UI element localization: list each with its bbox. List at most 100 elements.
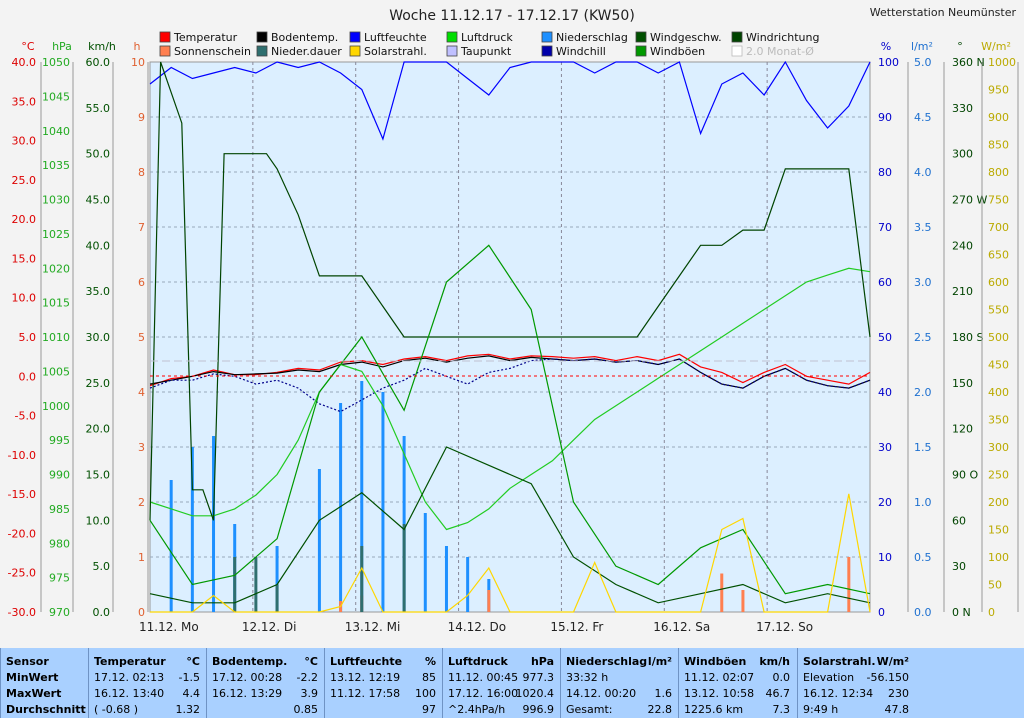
- x-tick-label: 13.12. Mi: [345, 620, 401, 634]
- axis-tick-rain_lm2: 1.0: [914, 496, 932, 509]
- legend-item: Windgeschw.: [635, 31, 722, 44]
- axis-tick-wind_kmh: 5.0: [93, 560, 111, 573]
- axis-tick-rain_lm2: 0.5: [914, 551, 932, 564]
- axis-tick-solar_wm2: 900: [988, 111, 1009, 124]
- axis-tick-solar_wm2: 50: [988, 579, 1002, 592]
- axis-tick-wind_kmh: 45.0: [86, 194, 111, 207]
- stats-cell: °C: [186, 655, 200, 668]
- stats-column: [206, 648, 325, 718]
- bar-sonnenschein: [720, 573, 724, 612]
- legend-swatch: [349, 31, 361, 43]
- stats-cell: Gesamt:: [566, 703, 613, 716]
- stats-cell: 1225.6 km: [684, 703, 744, 716]
- axis-tick-wind_dir_deg: 240: [952, 239, 973, 252]
- stats-cell: 1.32: [175, 703, 201, 716]
- bar-niederschlag: [423, 513, 427, 612]
- stats-cell: 11.12. 02:07: [684, 671, 755, 684]
- stats-cell: Luftfeuchte: [330, 655, 403, 668]
- axis-tick-sun_h: 7: [138, 221, 145, 234]
- stats-cell: 47.8: [884, 703, 910, 716]
- axis-label-wind_kmh: km/h: [88, 40, 116, 53]
- stats-cell: 22.8: [647, 703, 673, 716]
- bar-nieder-dauer: [360, 546, 364, 612]
- axis-tick-temp_c: 30.0: [12, 135, 37, 148]
- stats-cell: 977.3: [522, 671, 555, 684]
- axis-label-temp_c: °C: [21, 40, 35, 53]
- legend-item: Luftdruck: [446, 31, 513, 44]
- axis-tick-wind_kmh: 0.0: [93, 606, 111, 619]
- axis-tick-pressure_hpa: 1050: [42, 56, 70, 69]
- bar-nieder-dauer: [275, 584, 279, 612]
- axis-tick-wind_kmh: 35.0: [86, 285, 111, 298]
- axis-tick-rain_lm2: 3.5: [914, 221, 932, 234]
- axis-tick-sun_h: 10: [131, 56, 145, 69]
- legend-swatch: [635, 31, 647, 43]
- stats-cell: -1.5: [178, 671, 200, 684]
- bar-niederschlag: [466, 557, 470, 612]
- axis-tick-solar_wm2: 800: [988, 166, 1009, 179]
- stats-cell: Solarstrahl.: [803, 655, 876, 668]
- stats-cell: Luftdruck: [448, 655, 508, 668]
- stats-cell: 9:49 h: [803, 703, 839, 716]
- stats-cell: Sensor: [6, 655, 49, 668]
- axis-tick-pressure_hpa: 1025: [42, 228, 70, 241]
- axis-tick-pressure_hpa: 1030: [42, 194, 70, 207]
- stats-cell: Elevation: [803, 671, 855, 684]
- stats-cell: 97: [422, 703, 436, 716]
- axis-tick-sun_h: 3: [138, 441, 145, 454]
- axis-tick-wind_dir_deg: 180 S: [952, 331, 983, 344]
- axis-tick-humidity_pct: 40: [878, 386, 892, 399]
- axis-tick-temp_c: -30.0: [8, 606, 36, 619]
- axis-tick-wind_kmh: 10.0: [86, 514, 111, 527]
- series-luftdruck: [149, 267, 871, 531]
- axis-tick-rain_lm2: 2.5: [914, 331, 932, 344]
- x-tick-label: 16.12. Sa: [653, 620, 710, 634]
- legend-swatch: [731, 31, 743, 43]
- stats-cell: 17.12. 16:00: [448, 687, 519, 700]
- statistics-table: Sensor Temperatur °C Bodentemp. °C Luftfeucht…: [0, 648, 1024, 718]
- legend-label: Windböen: [650, 45, 705, 58]
- bar-niederschlag: [360, 381, 364, 612]
- axis-tick-sun_h: 9: [138, 111, 145, 124]
- legend-item: Sonnenschein: [159, 45, 251, 58]
- axis-tick-pressure_hpa: 980: [49, 537, 70, 550]
- axis-tick-humidity_pct: 100: [878, 56, 899, 69]
- axis-tick-pressure_hpa: 1035: [42, 159, 70, 172]
- stats-cell: 13.12. 12:19: [330, 671, 401, 684]
- stats-cell: 1020.4: [515, 687, 555, 700]
- x-axis-labels: 11.12. Mo 12.12. Di 13.12. Mi 14.12. Do 15.1…: [139, 620, 813, 634]
- axis-tick-solar_wm2: 450: [988, 359, 1009, 372]
- axis-tick-temp_c: -20.0: [8, 527, 36, 540]
- legend-item: Temperatur: [159, 31, 238, 44]
- stats-column: [678, 648, 798, 718]
- axis-label-wind_dir_deg: °: [957, 40, 963, 53]
- axis-tick-solar_wm2: 400: [988, 386, 1009, 399]
- axis-tick-solar_wm2: 100: [988, 551, 1009, 564]
- x-tick-label: 14.12. Do: [448, 620, 507, 634]
- legend-item: Windrichtung: [731, 31, 819, 44]
- axis-tick-pressure_hpa: 1010: [42, 331, 70, 344]
- bar-niederschlag: [190, 447, 194, 612]
- stats-cell: Windböen: [684, 655, 747, 668]
- stats-cell: 230: [888, 687, 909, 700]
- series-solarstrahl-: [150, 493, 871, 613]
- legend-label: Windgeschw.: [650, 31, 722, 44]
- stats-cell: ( -0.68 ): [94, 703, 139, 716]
- bar-niederschlag: [169, 480, 173, 612]
- axis-tick-rain_lm2: 5.0: [914, 56, 932, 69]
- bar-sonnenschein: [487, 590, 491, 612]
- axis-tick-solar_wm2: 700: [988, 221, 1009, 234]
- legend-label: Bodentemp.: [271, 31, 338, 44]
- axis-tick-pressure_hpa: 1005: [42, 365, 70, 378]
- legend-swatch: [256, 31, 268, 43]
- axis-tick-temp_c: 0.0: [19, 370, 37, 383]
- axis-tick-wind_dir_deg: 270 W: [952, 194, 987, 207]
- legend-swatch: [446, 45, 458, 57]
- axis-tick-sun_h: 2: [138, 496, 145, 509]
- stats-cell: km/h: [759, 655, 790, 668]
- x-tick-label: 11.12. Mo: [139, 620, 199, 634]
- axis-tick-sun_h: 5: [138, 331, 145, 344]
- legend-swatch: [159, 45, 171, 57]
- bar-sonnenschein: [741, 590, 745, 612]
- stats-cell: 17.12. 00:28: [212, 671, 283, 684]
